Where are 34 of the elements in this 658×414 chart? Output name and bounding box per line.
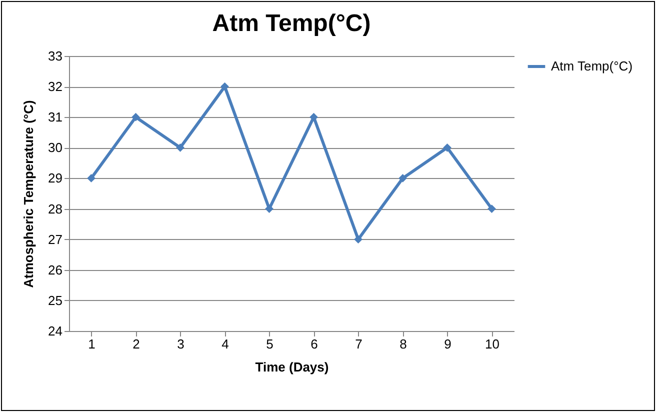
y-tick-label: 30 bbox=[48, 140, 62, 156]
x-tick-label: 2 bbox=[132, 336, 140, 352]
y-tick-label: 31 bbox=[48, 110, 62, 125]
y-tick-label: 33 bbox=[48, 48, 62, 64]
y-tick-label: 28 bbox=[48, 201, 62, 216]
point bbox=[443, 143, 452, 152]
point bbox=[87, 174, 96, 182]
y-tick-label: 32 bbox=[48, 79, 62, 94]
x-tick-label: 7 bbox=[355, 336, 362, 352]
y-tick-label: 24 bbox=[48, 324, 62, 338]
point bbox=[265, 204, 274, 213]
point bbox=[398, 174, 407, 182]
point bbox=[132, 112, 140, 122]
x-tick-label: 9 bbox=[444, 336, 452, 352]
y-tick-label: 27 bbox=[48, 232, 62, 247]
point bbox=[488, 204, 496, 213]
y-axis-title: Atmospheric Temperature (°C) bbox=[21, 100, 36, 288]
x-tick-label: 4 bbox=[222, 336, 229, 352]
x-axis-title: Time (Days) bbox=[255, 360, 329, 374]
y-tick-label: 25 bbox=[48, 292, 62, 308]
chart-title: Atm Temp(°C) bbox=[212, 10, 371, 37]
y-tick-label: 26 bbox=[48, 262, 62, 278]
x-tick-label: 10 bbox=[485, 336, 500, 352]
point bbox=[354, 235, 362, 244]
x-tick-label: 8 bbox=[400, 336, 407, 352]
x-tick-label: 6 bbox=[310, 336, 318, 352]
point bbox=[310, 112, 318, 122]
x-tick-label: 5 bbox=[266, 336, 274, 352]
point bbox=[220, 82, 229, 91]
y-tick-label: 29 bbox=[48, 170, 62, 186]
point bbox=[176, 143, 184, 152]
x-tick-label: 3 bbox=[177, 336, 184, 352]
legend-label: Atm Temp(°C) bbox=[551, 58, 633, 74]
x-tick-label: 1 bbox=[88, 336, 96, 352]
